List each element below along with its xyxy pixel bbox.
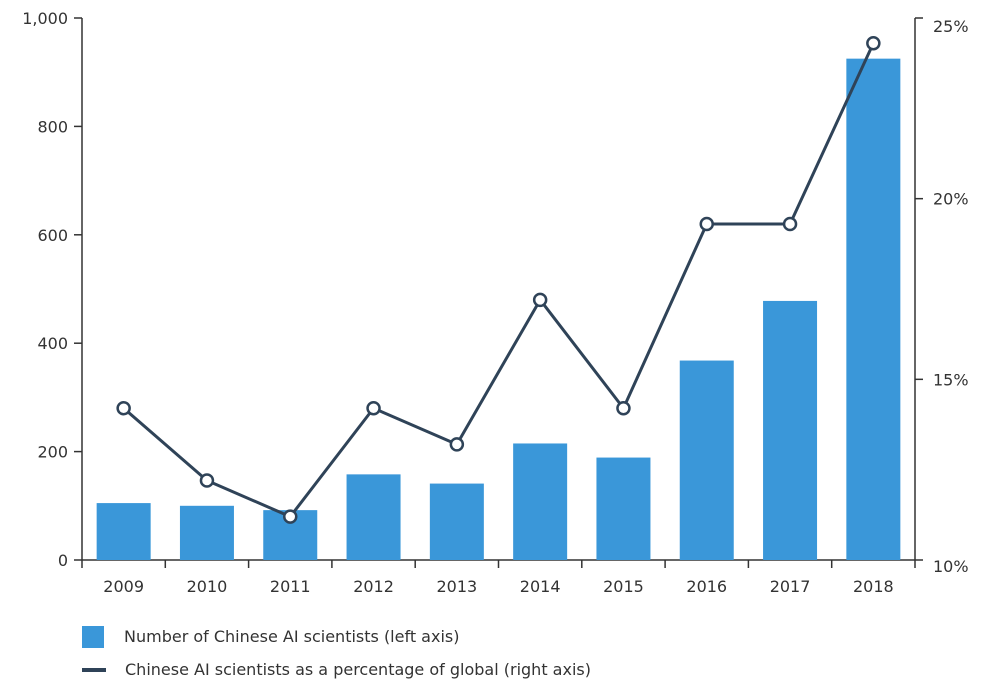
right-axis-tick-label: 20% xyxy=(933,190,969,209)
right-axis-tick-label: 25% xyxy=(933,17,969,36)
x-axis-tick-label: 2018 xyxy=(853,577,894,596)
legend-label-line: Chinese AI scientists as a percentage of… xyxy=(125,660,591,679)
x-axis-tick-label: 2015 xyxy=(603,577,644,596)
line-series xyxy=(116,36,881,524)
x-axis-tick-label: 2011 xyxy=(270,577,311,596)
left-axis-tick-label: 400 xyxy=(37,334,68,353)
x-axis-tick-label: 2009 xyxy=(103,577,144,596)
line-point xyxy=(699,216,714,232)
line-point xyxy=(782,216,798,232)
bar xyxy=(679,360,734,560)
left-axis-tick-label: 600 xyxy=(37,226,68,245)
right-axis-tick-label: 15% xyxy=(933,370,969,389)
line-point xyxy=(366,400,381,416)
x-axis-tick-label: 2013 xyxy=(436,577,477,596)
bar xyxy=(346,474,401,560)
legend-swatch-line xyxy=(82,667,106,672)
x-axis-labels: 2009 2010 2011 2012 2013 2014 2015 2016 2017 2018 xyxy=(103,577,893,596)
legend: Number of Chinese AI scientists (left ax… xyxy=(82,620,591,686)
bar xyxy=(596,457,651,560)
bar xyxy=(763,300,818,560)
line-point xyxy=(199,473,215,488)
x-axis-tick-label: 2012 xyxy=(353,577,394,596)
bar xyxy=(96,503,151,560)
line-point xyxy=(616,400,631,416)
right-axis-tick-label: 10% xyxy=(933,557,969,576)
bar xyxy=(429,483,484,560)
line-point xyxy=(532,292,548,308)
x-axis-tick-label: 2016 xyxy=(686,577,727,596)
legend-item-bars: Number of Chinese AI scientists (left ax… xyxy=(82,620,591,653)
x-axis-tick-label: 2017 xyxy=(770,577,811,596)
x-axis-tick-label: 2010 xyxy=(187,577,228,596)
legend-swatch-bars xyxy=(82,625,104,648)
left-axis-tick-label: 800 xyxy=(37,117,68,136)
line-point xyxy=(283,509,298,524)
legend-label-bars: Number of Chinese AI scientists (left ax… xyxy=(124,627,460,646)
legend-item-line: Chinese AI scientists as a percentage of… xyxy=(82,653,591,686)
bar xyxy=(846,58,901,561)
bar-series xyxy=(96,58,901,561)
line-point xyxy=(116,400,131,416)
series-line xyxy=(122,42,875,519)
line-point xyxy=(449,437,465,452)
bar xyxy=(179,505,234,560)
left-axis-tick-label: 0 xyxy=(58,551,68,570)
bar xyxy=(513,443,568,560)
line-point xyxy=(866,36,881,51)
left-axis-tick-label: 200 xyxy=(37,443,68,462)
chart-axes: 0 200 400 600 800 1,000 10% 15% 20% 25% xyxy=(22,9,968,576)
left-axis-tick-label: 1,000 xyxy=(22,9,68,28)
x-axis-tick-label: 2014 xyxy=(520,577,561,596)
